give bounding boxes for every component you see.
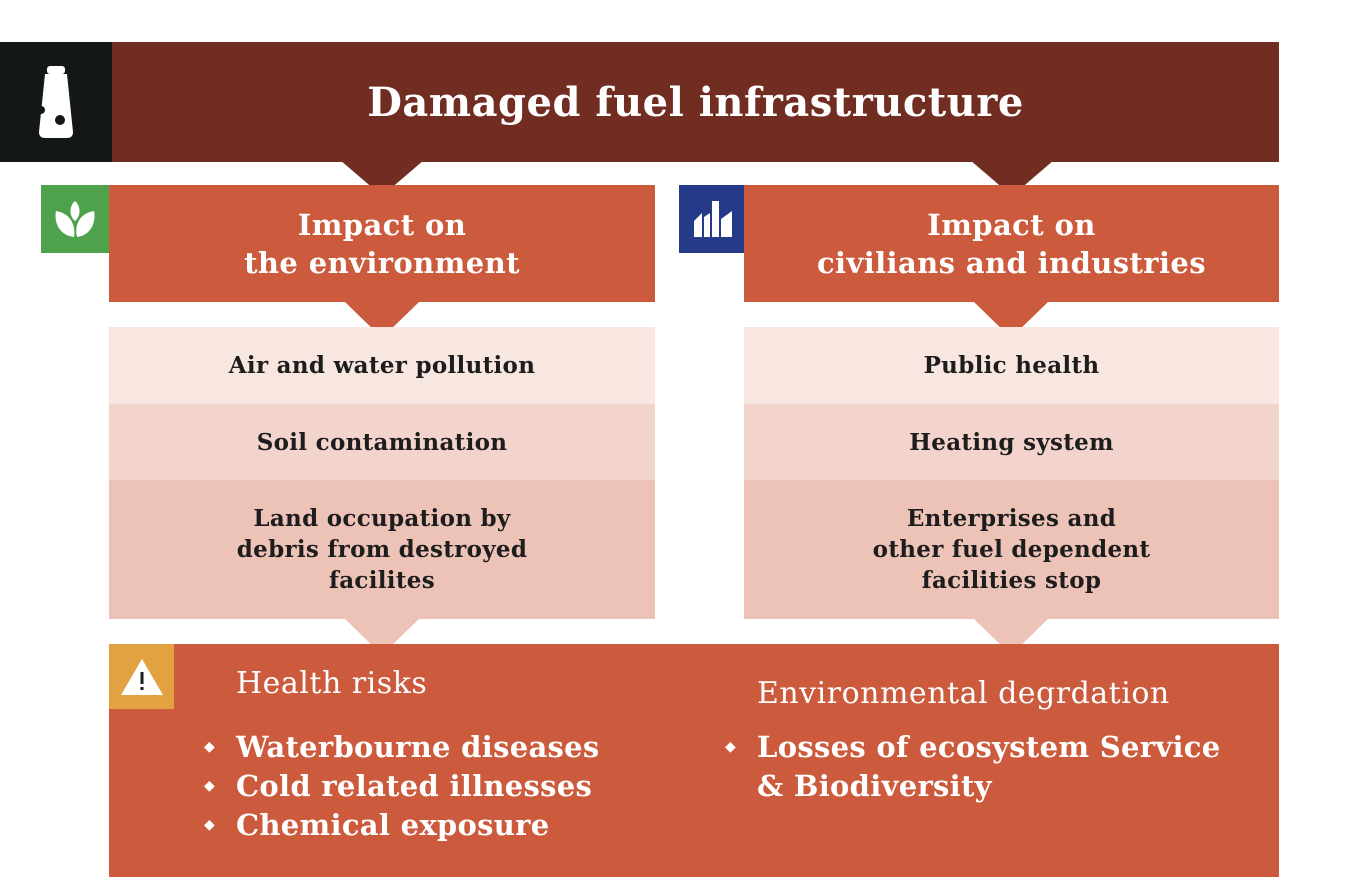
civilians-item-enterprises: Enterprises and other fuel dependent fac… xyxy=(744,480,1279,619)
industry-icon-box xyxy=(679,185,747,253)
list-item: Losses of ecosystem Service & Biodiversi… xyxy=(725,728,1265,806)
civilians-item-health: Public health xyxy=(744,327,1279,404)
title-icon-box xyxy=(0,42,112,162)
page-title: Damaged fuel infrastructure xyxy=(112,42,1279,162)
leaf-icon xyxy=(55,201,95,237)
list-item: Chemical exposure xyxy=(204,806,684,845)
environmental-degradation-list: Losses of ecosystem Service & Biodiversi… xyxy=(725,728,1265,806)
environmental-degradation-title: Environmental degrdation xyxy=(757,676,1170,711)
warning-icon-box xyxy=(109,644,174,709)
fuel-tank-icon xyxy=(37,66,73,138)
health-risks-list: Waterbourne diseases Cold related illnes… xyxy=(204,728,684,845)
environment-icon-box xyxy=(41,185,109,253)
civilians-bottom-arrow xyxy=(974,619,1048,655)
title-arrow-left xyxy=(340,160,424,196)
civilians-arrow xyxy=(974,302,1048,338)
environment-item-land: Land occupation by debris from destroyed… xyxy=(109,480,655,619)
health-risks-title: Health risks xyxy=(236,666,428,701)
list-item: Cold related illnesses xyxy=(204,767,684,806)
list-item: Waterbourne diseases xyxy=(204,728,684,767)
environment-bottom-arrow xyxy=(345,619,419,655)
environment-arrow xyxy=(345,302,419,338)
civilians-item-heating: Heating system xyxy=(744,404,1279,480)
warning-icon xyxy=(120,658,163,695)
civilians-heading: Impact on civilians and industries xyxy=(744,185,1279,302)
title-arrow-right xyxy=(970,160,1054,196)
environment-item-air-water: Air and water pollution xyxy=(109,327,655,404)
environment-item-soil: Soil contamination xyxy=(109,404,655,480)
environment-heading: Impact on the environment xyxy=(109,185,655,302)
factory-icon xyxy=(694,201,732,237)
